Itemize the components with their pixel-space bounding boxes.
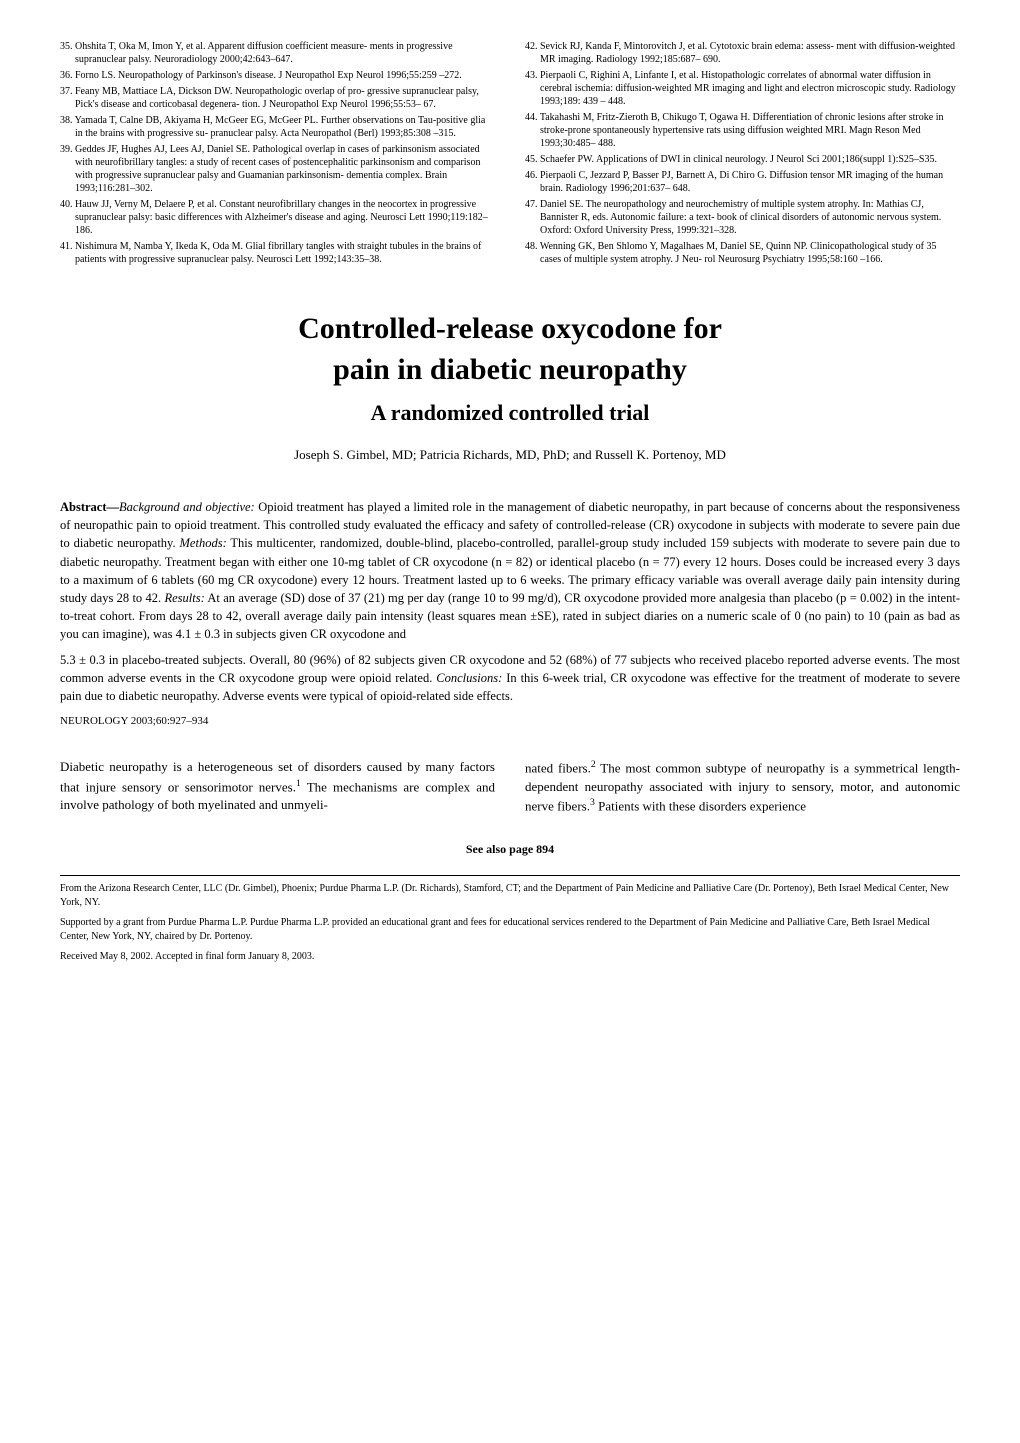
title-line-2: pain in diabetic neuropathy xyxy=(333,353,687,386)
reference-item: 42. Sevick RJ, Kanda F, Mintorovitch J, … xyxy=(525,40,960,66)
footnote-affiliation: From the Arizona Research Center, LLC (D… xyxy=(60,882,960,910)
abstract-results-heading: Results: xyxy=(164,591,204,605)
body-right-text-3: Patients with these disorders experience xyxy=(595,798,806,813)
references-right-column: 42. Sevick RJ, Kanda F, Mintorovitch J, … xyxy=(525,40,960,269)
see-also-note: See also page 894 xyxy=(60,841,960,857)
reference-item: 44. Takahashi M, Fritz-Zieroth B, Chikug… xyxy=(525,111,960,150)
reference-item: 47. Daniel SE. The neuropathology and ne… xyxy=(525,198,960,237)
body-right-column: nated fibers.2 The most common subtype o… xyxy=(525,758,960,815)
article-title: Controlled-release oxycodone for pain in… xyxy=(60,309,960,390)
abstract-conclusions-heading: Conclusions: xyxy=(436,671,502,685)
reference-item: 40. Hauw JJ, Verny M, Delaere P, et al. … xyxy=(60,198,495,237)
divider-line xyxy=(60,875,960,876)
body-right-text-1: nated fibers. xyxy=(525,761,591,776)
article-subtitle: A randomized controlled trial xyxy=(60,398,960,428)
reference-item: 46. Pierpaoli C, Jezzard P, Basser PJ, B… xyxy=(525,169,960,195)
reference-item: 35. Ohshita T, Oka M, Imon Y, et al. App… xyxy=(60,40,495,66)
abstract-background-heading: Background and objective: xyxy=(119,500,255,514)
reference-item: 45. Schaefer PW. Applications of DWI in … xyxy=(525,153,960,166)
abstract-label: Abstract— xyxy=(60,500,119,514)
journal-citation: NEUROLOGY 2003;60:927–934 xyxy=(60,714,960,729)
references-section: 35. Ohshita T, Oka M, Imon Y, et al. App… xyxy=(60,40,960,269)
reference-item: 37. Feany MB, Mattiace LA, Dickson DW. N… xyxy=(60,85,495,111)
reference-item: 41. Nishimura M, Namba Y, Ikeda K, Oda M… xyxy=(60,240,495,266)
reference-item: 36. Forno LS. Neuropathology of Parkinso… xyxy=(60,69,495,82)
reference-item: 39. Geddes JF, Hughes AJ, Lees AJ, Danie… xyxy=(60,143,495,195)
authors-line: Joseph S. Gimbel, MD; Patricia Richards,… xyxy=(60,446,960,464)
abstract-block-2: 5.3 ± 0.3 in placebo-treated subjects. O… xyxy=(60,651,960,705)
abstract-block: Abstract—Background and objective: Opioi… xyxy=(60,498,960,643)
footnote-support: Supported by a grant from Purdue Pharma … xyxy=(60,916,960,944)
footnote-dates: Received May 8, 2002. Accepted in final … xyxy=(60,950,960,964)
reference-item: 43. Pierpaoli C, Righini A, Linfante I, … xyxy=(525,69,960,108)
title-line-1: Controlled-release oxycodone for xyxy=(298,312,722,345)
body-text-columns: Diabetic neuropathy is a heterogeneous s… xyxy=(60,758,960,815)
references-left-column: 35. Ohshita T, Oka M, Imon Y, et al. App… xyxy=(60,40,495,269)
abstract-methods-heading: Methods: xyxy=(180,536,227,550)
body-left-column: Diabetic neuropathy is a heterogeneous s… xyxy=(60,758,495,815)
reference-item: 48. Wenning GK, Ben Shlomo Y, Magalhaes … xyxy=(525,240,960,266)
reference-item: 38. Yamada T, Calne DB, Akiyama H, McGee… xyxy=(60,114,495,140)
